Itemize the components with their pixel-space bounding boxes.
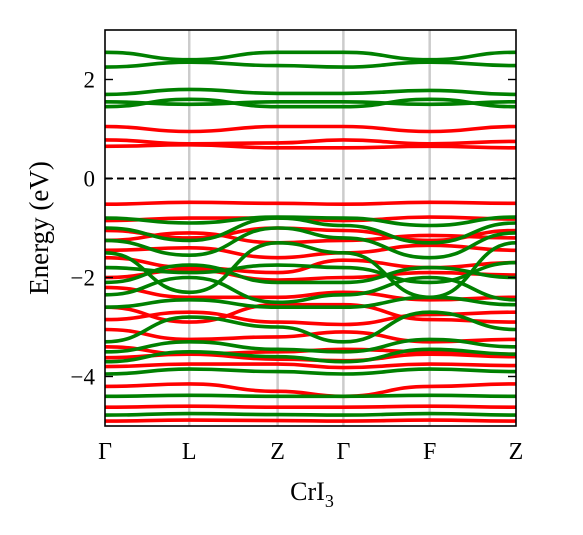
green-band-line — [105, 87, 516, 97]
y-axis-label: Energy (eV) — [24, 161, 54, 295]
green-band-line — [105, 60, 516, 69]
red-band-line — [105, 231, 516, 245]
green-band-line — [105, 216, 516, 245]
green-band-line — [105, 99, 516, 107]
green-band-line — [105, 97, 516, 109]
kpoint-label: Γ — [98, 439, 112, 465]
y-tick-label: −4 — [71, 365, 96, 390]
plot-frame — [104, 29, 517, 427]
green-band-line — [105, 411, 516, 417]
green-band-line — [105, 347, 516, 364]
plot-area — [105, 30, 516, 426]
green-band-line — [105, 310, 516, 344]
green-band-line — [105, 263, 516, 285]
red-band-line — [105, 382, 516, 399]
x-axis-label: CrI3 — [290, 477, 334, 511]
green-band-line — [105, 367, 516, 376]
kpoint-label: F — [423, 439, 436, 465]
axis-ticks: 2 0 −2 −4 Γ L Z Γ F Z — [71, 68, 524, 466]
green-band-line — [105, 337, 516, 354]
green-band-line — [105, 240, 516, 300]
green-band-line — [105, 295, 516, 310]
green-band-line — [105, 260, 516, 285]
y-tick-label: 0 — [84, 167, 96, 192]
red-band-line — [105, 302, 516, 324]
red-band-line — [105, 362, 516, 370]
red-band-line — [105, 418, 516, 423]
red-band-line — [105, 404, 516, 410]
y-tick-label: −2 — [71, 266, 95, 291]
kpoint-label: L — [182, 439, 197, 465]
red-band-line — [105, 200, 516, 207]
green-band-line — [105, 50, 516, 62]
red-band-line — [105, 142, 516, 150]
red-band-line — [105, 138, 516, 146]
red-band-line — [105, 243, 516, 260]
green-band-line — [105, 215, 516, 228]
red-band-line — [105, 268, 516, 282]
kpoint-label: Z — [270, 439, 285, 465]
green-band-line — [105, 275, 516, 305]
red-band-line — [105, 285, 516, 302]
y-tick-label: 2 — [84, 68, 96, 93]
green-band-line — [105, 226, 516, 260]
green-band-line — [105, 393, 516, 399]
kpoint-label: Z — [509, 439, 524, 465]
kpoint-label: Γ — [336, 439, 350, 465]
red-band-line — [105, 226, 516, 243]
red-band-line — [105, 124, 516, 134]
